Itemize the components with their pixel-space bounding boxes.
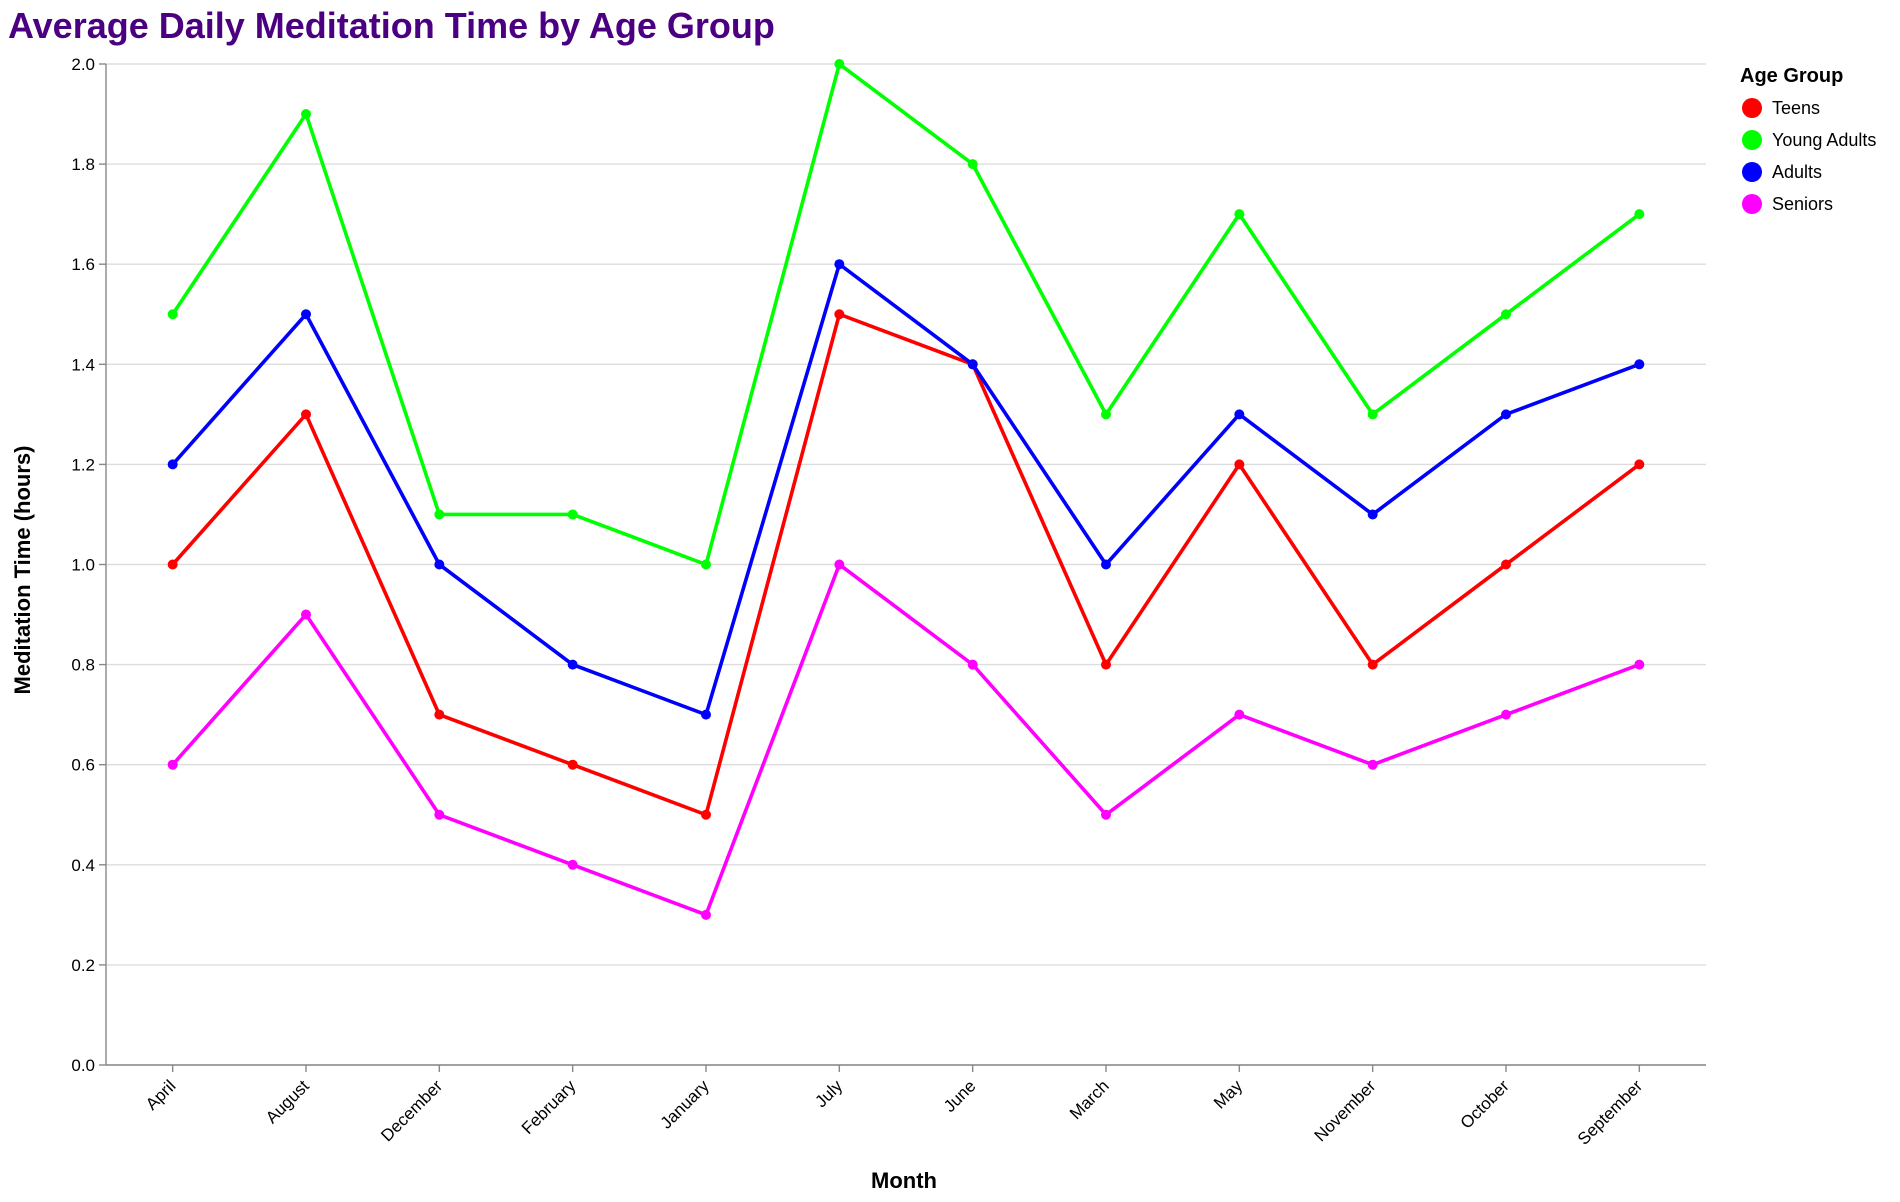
series-young-adults	[167, 59, 1645, 570]
x-tick-label: July	[811, 1076, 846, 1111]
y-tick-label: 1.4	[71, 355, 95, 374]
x-tick-label: October	[1457, 1076, 1513, 1132]
series-line-teens	[171, 311, 1641, 818]
series-adults	[167, 259, 1645, 720]
data-point-teens	[1367, 659, 1378, 670]
y-tick-label: 0.6	[71, 756, 95, 775]
x-tick-label: September	[1574, 1076, 1646, 1148]
y-tick-label: 0.8	[71, 656, 95, 675]
gridlines	[106, 63, 1706, 1066]
data-point-young-adults	[301, 109, 311, 120]
data-point-seniors	[301, 609, 311, 620]
data-point-adults	[1367, 509, 1378, 520]
data-point-teens	[1234, 459, 1245, 470]
legend-title: Age Group	[1740, 65, 1843, 87]
data-point-adults	[1501, 409, 1511, 420]
data-point-adults	[1634, 359, 1645, 370]
x-tick-label: May	[1210, 1076, 1246, 1112]
series-line-adults	[171, 261, 1640, 718]
x-tick-label: November	[1311, 1076, 1380, 1145]
data-point-adults	[1101, 559, 1111, 570]
data-point-seniors	[1501, 709, 1511, 720]
series-line-seniors	[171, 561, 1640, 918]
data-point-seniors	[967, 659, 978, 670]
data-point-adults	[834, 259, 845, 270]
data-point-seniors	[1101, 809, 1111, 820]
legend-label: Teens	[1772, 98, 1820, 118]
legend-swatch	[1742, 98, 1762, 118]
y-tick-label: 1.8	[71, 155, 95, 174]
y-tick-label: 1.6	[71, 255, 95, 274]
y-tick-label: 0.0	[71, 1056, 95, 1075]
y-tick-label: 1.2	[71, 455, 95, 474]
data-point-young-adults	[1501, 309, 1511, 320]
data-point-seniors	[434, 809, 445, 820]
data-point-young-adults	[967, 159, 978, 170]
data-point-seniors	[167, 759, 178, 770]
data-point-teens	[701, 809, 711, 820]
data-point-adults	[167, 459, 178, 470]
data-point-seniors	[1634, 659, 1645, 670]
legend: Age Group Teens Young Adults Adults Seniors	[1740, 65, 1876, 214]
data-point-seniors	[834, 559, 845, 570]
chart-title: Average Daily Meditation Time by Age Gro…	[8, 5, 775, 46]
y-tick-label: 0.2	[71, 956, 95, 975]
data-point-young-adults	[567, 509, 578, 520]
data-point-seniors	[567, 859, 578, 870]
x-tick-label: June	[940, 1076, 980, 1116]
legend-label: Adults	[1772, 162, 1822, 182]
x-axis-title: Month	[871, 1168, 937, 1193]
legend-item-young-adults: Young Adults	[1742, 130, 1876, 150]
data-point-teens	[834, 309, 845, 320]
series	[167, 59, 1645, 920]
data-point-young-adults	[167, 309, 178, 320]
data-point-teens	[301, 409, 311, 420]
data-point-young-adults	[834, 59, 845, 69]
data-point-adults	[1234, 409, 1245, 420]
legend-label: Young Adults	[1772, 130, 1876, 150]
data-point-seniors	[1367, 759, 1378, 770]
data-point-teens	[434, 709, 445, 720]
data-point-young-adults	[1634, 209, 1645, 220]
data-point-young-adults	[1234, 209, 1245, 220]
data-point-adults	[701, 709, 711, 720]
x-tick-label: August	[262, 1076, 313, 1127]
y-axis-title: Meditation Time (hours)	[10, 446, 35, 695]
data-point-seniors	[1234, 709, 1245, 720]
data-point-teens	[1634, 459, 1645, 470]
data-point-adults	[434, 559, 445, 570]
data-point-teens	[1501, 559, 1511, 570]
data-point-seniors	[701, 909, 711, 920]
legend-swatch	[1742, 130, 1762, 150]
data-point-young-adults	[701, 559, 711, 570]
data-point-adults	[301, 309, 311, 320]
data-point-young-adults	[1367, 409, 1378, 420]
x-tick-label: December	[377, 1076, 446, 1145]
data-point-young-adults	[1101, 409, 1111, 420]
data-point-young-adults	[434, 509, 445, 520]
legend-swatch	[1742, 194, 1762, 214]
x-tick-label: April	[142, 1076, 179, 1113]
data-point-adults	[567, 659, 578, 670]
data-point-teens	[567, 759, 578, 770]
y-tick-label: 0.4	[71, 856, 95, 875]
x-tick-label: February	[518, 1076, 580, 1138]
data-point-teens	[1101, 659, 1111, 670]
y-tick-label: 1.0	[71, 556, 95, 575]
legend-swatch	[1742, 162, 1762, 182]
legend-item-teens: Teens	[1742, 98, 1820, 118]
y-tick-label: 2.0	[71, 55, 95, 74]
series-seniors	[167, 559, 1645, 920]
x-tick-label: January	[657, 1076, 714, 1133]
data-point-adults	[967, 359, 978, 370]
legend-label: Seniors	[1772, 194, 1833, 214]
x-tick-label: March	[1066, 1076, 1113, 1123]
data-point-teens	[167, 559, 178, 570]
series-line-young-adults	[171, 60, 1641, 567]
legend-item-seniors: Seniors	[1742, 194, 1833, 214]
legend-item-adults: Adults	[1742, 162, 1822, 182]
